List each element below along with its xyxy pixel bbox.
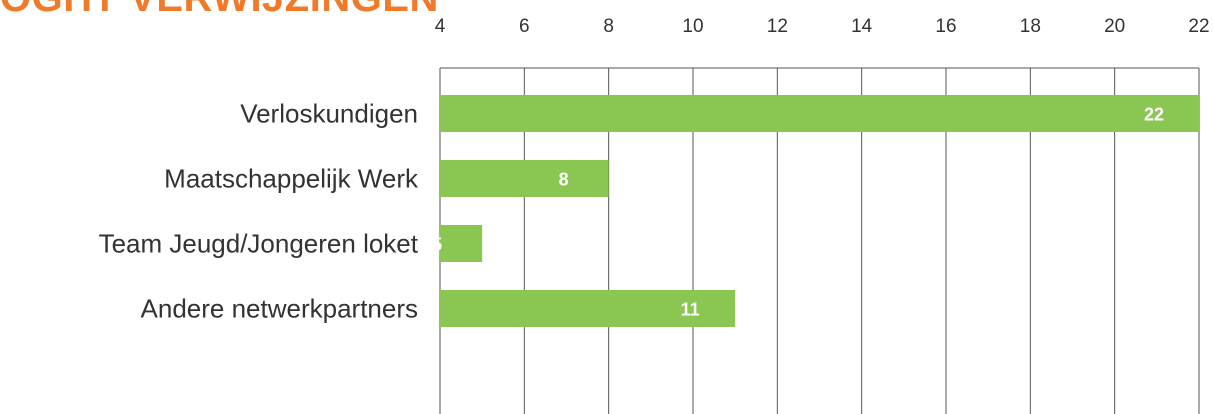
category-label: Andere netwerkpartners: [141, 294, 418, 324]
category-label: Team Jeugd/Jongeren loket: [99, 229, 419, 259]
bar: [440, 290, 736, 327]
value-label: 8: [559, 170, 569, 190]
chart-title: OGHT VERWIJZINGEN: [0, 0, 439, 21]
value-labels: 22 8 5 11: [432, 105, 1164, 320]
x-tick-label: 8: [603, 16, 614, 37]
category-labels: Verloskundigen Maatschappelijk Werk Team J…: [99, 99, 419, 324]
x-tick-label: 12: [767, 16, 788, 37]
category-label: Maatschappelijk Werk: [164, 164, 419, 194]
x-tick-label: 16: [935, 16, 956, 37]
category-label: Verloskundigen: [240, 99, 418, 129]
x-tick-label: 18: [1020, 16, 1041, 37]
bar: [440, 160, 609, 197]
x-tick-label: 4: [435, 16, 446, 37]
bar: [440, 225, 483, 262]
value-label: 5: [432, 235, 442, 255]
value-label: 22: [1144, 105, 1164, 125]
x-tick-label: 14: [851, 16, 873, 37]
value-label: 11: [681, 300, 700, 320]
bars: [440, 95, 1199, 327]
x-tick-label: 20: [1104, 16, 1125, 37]
bar: [440, 95, 1199, 132]
x-tick-label: 6: [519, 16, 530, 37]
x-tick-label: 22: [1188, 16, 1209, 37]
x-tick-labels: 4 6 8 10 12 14 16 18 20 22: [435, 16, 1210, 37]
x-tick-label: 10: [682, 16, 703, 37]
